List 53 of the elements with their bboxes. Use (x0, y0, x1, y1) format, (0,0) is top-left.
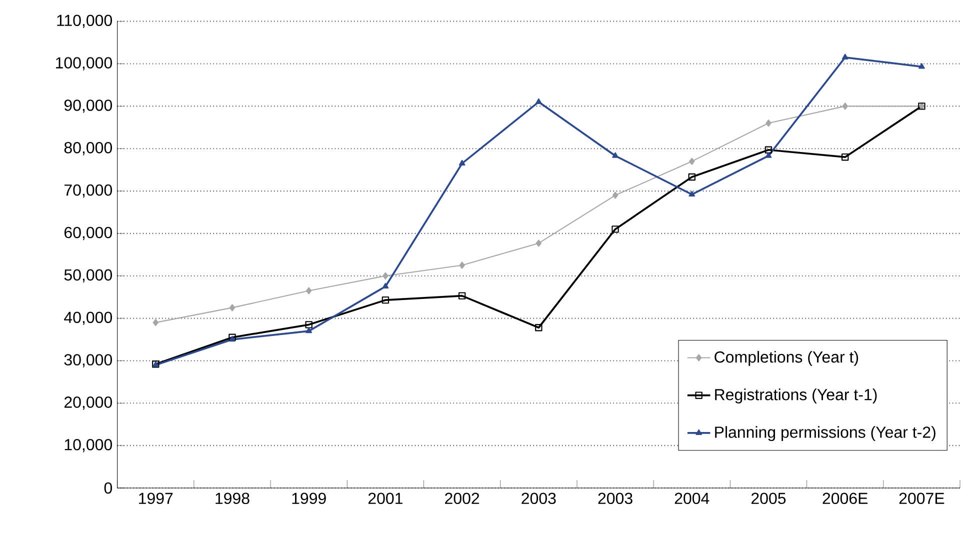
x-tick-label: 1999 (292, 492, 326, 504)
point (842, 153, 849, 161)
point (766, 120, 772, 127)
y-tick-label: 110,000 (57, 14, 112, 28)
point (382, 296, 390, 304)
point (842, 54, 848, 60)
y-tick-label: 90,000 (64, 100, 112, 113)
x-tick-label: 2002 (445, 492, 480, 504)
point (612, 192, 618, 199)
point (306, 327, 312, 334)
y-tick-label: 100,000 (56, 57, 112, 70)
point (842, 102, 848, 110)
point (229, 304, 236, 312)
legend-label: Registrations (Year t-1) (715, 388, 877, 404)
point (689, 158, 695, 165)
y-tick-label: 30,000 (64, 354, 112, 368)
point (458, 292, 466, 300)
y-tick-label: 80,000 (64, 142, 112, 156)
legend-label: Completions (Year t) (714, 350, 858, 366)
y-tick-label: 20,000 (64, 396, 112, 410)
x-tick-label: 1997 (139, 492, 173, 504)
x-tick-label: 2005 (751, 492, 786, 504)
point (535, 98, 542, 104)
point (918, 63, 925, 69)
y-tick-label: 50,000 (64, 269, 112, 282)
point (612, 226, 619, 233)
y-tick-label: 60,000 (64, 226, 112, 240)
point (382, 282, 389, 289)
y-tick-label: 10,000 (64, 438, 112, 452)
x-tick-label: 2007E (899, 492, 944, 504)
legend-label: Planning permissions (Year t-2) (715, 426, 936, 442)
x-tick-label: 2001 (368, 492, 402, 504)
point (459, 262, 465, 269)
y-tick-label: 0 (104, 482, 112, 494)
point (688, 173, 696, 181)
point (458, 160, 466, 166)
x-tick-label: 2004 (674, 492, 710, 504)
point (535, 324, 542, 332)
y-tick-label: 70,000 (64, 184, 112, 198)
point (765, 152, 772, 158)
point (306, 287, 312, 294)
point (764, 146, 772, 154)
y-tick-label: 40,000 (64, 312, 112, 325)
x-tick-label: 2003 (522, 492, 556, 504)
point (612, 152, 618, 158)
point (305, 321, 312, 328)
x-tick-label: 2003 (598, 492, 632, 504)
x-tick-label: 2006E (822, 492, 868, 504)
point (382, 272, 388, 280)
x-tick-label: 1998 (216, 492, 250, 504)
point (688, 190, 696, 196)
point (536, 240, 542, 247)
point (152, 318, 158, 326)
